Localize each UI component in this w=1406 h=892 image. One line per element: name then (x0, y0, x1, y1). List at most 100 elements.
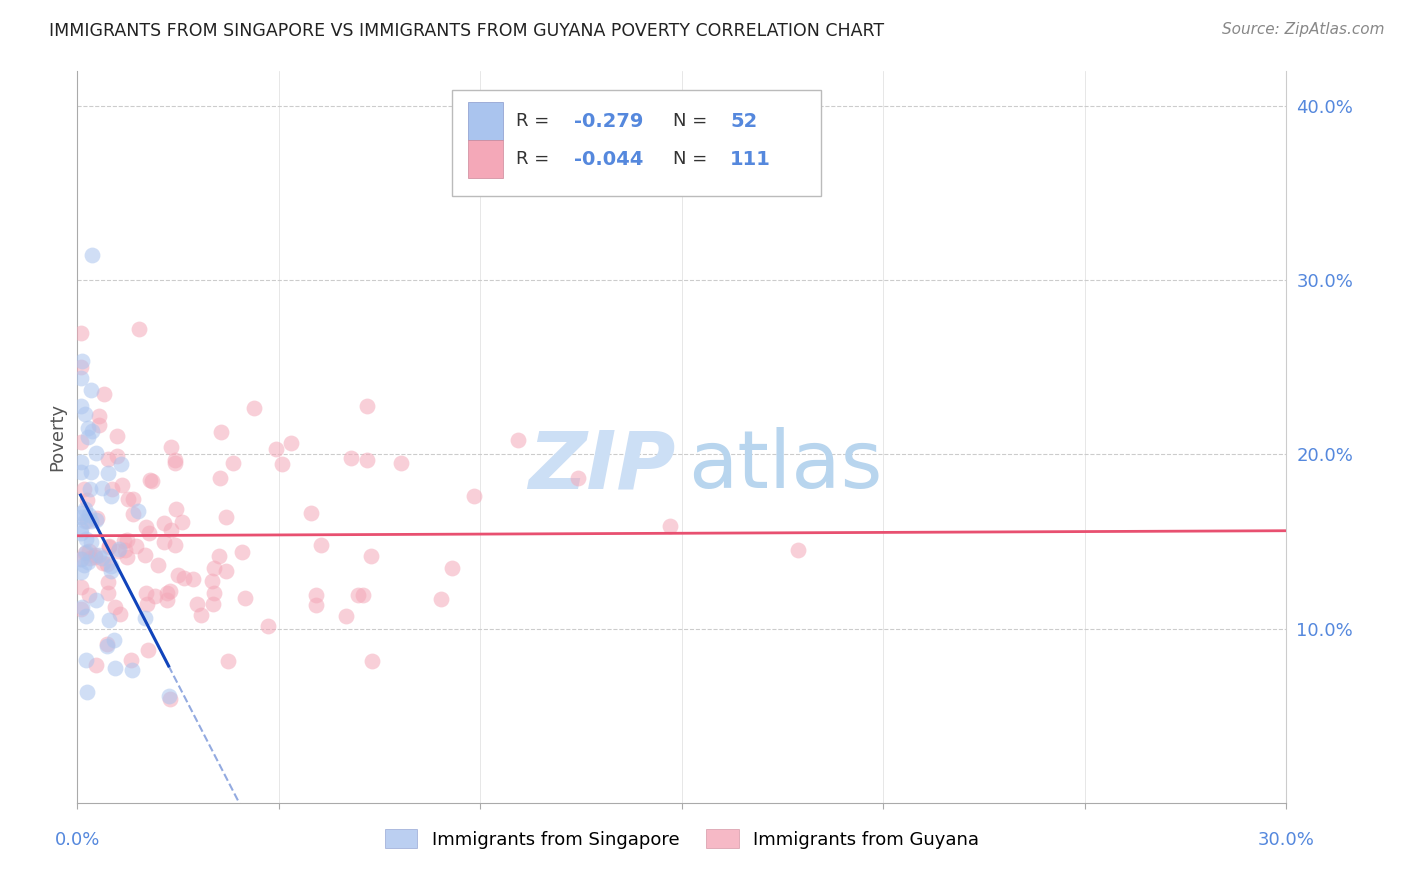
Point (209, 425, 232, 440)
Point (77, 544, 100, 558)
Point (567, 471, 589, 485)
Point (356, 453, 378, 467)
Point (110, 458, 132, 472)
Point (183, 572, 205, 586)
Point (139, 473, 162, 487)
Point (108, 607, 131, 622)
Point (91, 481, 114, 495)
Point (143, 589, 166, 603)
Text: -0.044: -0.044 (574, 150, 644, 169)
Point (215, 509, 238, 524)
FancyBboxPatch shape (468, 140, 503, 178)
Point (73, 558, 96, 573)
Point (69, 455, 91, 469)
Point (70, 580, 93, 594)
Point (209, 471, 232, 485)
Text: N =: N = (673, 112, 713, 130)
Point (97, 466, 120, 480)
Point (134, 548, 156, 562)
Point (108, 541, 131, 556)
Point (69, 552, 91, 566)
Point (96, 639, 118, 653)
Point (159, 692, 181, 706)
Point (508, 433, 530, 447)
Point (70, 599, 93, 614)
Point (93, 387, 115, 401)
Point (222, 456, 245, 470)
Text: 111: 111 (730, 150, 770, 169)
Point (135, 520, 157, 534)
Point (157, 690, 180, 704)
Point (305, 588, 328, 602)
Point (100, 559, 122, 574)
Point (117, 492, 139, 507)
Point (84, 446, 107, 460)
Point (136, 643, 159, 657)
Point (70, 506, 93, 520)
Point (128, 322, 150, 336)
Point (111, 478, 134, 492)
Point (76, 515, 98, 529)
Point (70, 435, 93, 450)
Point (165, 453, 187, 467)
FancyBboxPatch shape (468, 102, 503, 140)
Point (84, 657, 107, 672)
Legend: Immigrants from Singapore, Immigrants from Guyana: Immigrants from Singapore, Immigrants fr… (377, 822, 987, 856)
Point (299, 506, 322, 520)
Point (98, 540, 121, 554)
Point (159, 440, 181, 454)
Point (120, 653, 142, 667)
Point (114, 542, 136, 557)
Point (165, 538, 187, 552)
Point (280, 436, 302, 450)
Point (70, 326, 93, 340)
Point (160, 523, 183, 537)
Text: IMMIGRANTS FROM SINGAPORE VS IMMIGRANTS FROM GUYANA POVERTY CORRELATION CHART: IMMIGRANTS FROM SINGAPORE VS IMMIGRANTS … (49, 22, 884, 40)
Point (429, 591, 451, 606)
Point (69, 522, 91, 536)
Point (86, 593, 108, 607)
Point (340, 451, 363, 466)
Point (266, 442, 288, 456)
Point (91, 550, 114, 565)
Point (89, 417, 111, 432)
Point (70, 399, 93, 413)
Point (153, 534, 176, 549)
Point (70, 551, 93, 566)
Point (87, 409, 110, 423)
Point (135, 585, 157, 599)
Y-axis label: Poverty: Poverty (48, 403, 66, 471)
Point (73, 502, 96, 516)
Point (96, 637, 118, 651)
Point (97, 613, 120, 627)
Point (165, 501, 187, 516)
Point (83, 550, 105, 565)
Point (208, 549, 231, 563)
Point (77, 555, 100, 569)
Point (257, 619, 280, 633)
Point (122, 507, 145, 521)
Point (77, 420, 100, 434)
Point (75, 532, 97, 546)
Text: R =: R = (516, 112, 555, 130)
Point (69, 510, 91, 524)
Point (100, 564, 122, 578)
Point (76, 430, 98, 444)
Point (134, 611, 156, 625)
Point (389, 456, 412, 470)
Point (73, 546, 96, 560)
Point (86, 513, 108, 527)
Point (75, 653, 97, 667)
Point (77, 508, 100, 523)
Point (97, 574, 120, 589)
Point (159, 583, 181, 598)
Point (335, 608, 357, 623)
Point (80, 383, 103, 397)
Point (79, 483, 101, 497)
Text: R =: R = (516, 150, 555, 168)
Point (356, 399, 378, 413)
Point (80, 247, 103, 261)
Point (173, 571, 195, 585)
Point (80, 534, 103, 549)
Point (659, 518, 682, 533)
